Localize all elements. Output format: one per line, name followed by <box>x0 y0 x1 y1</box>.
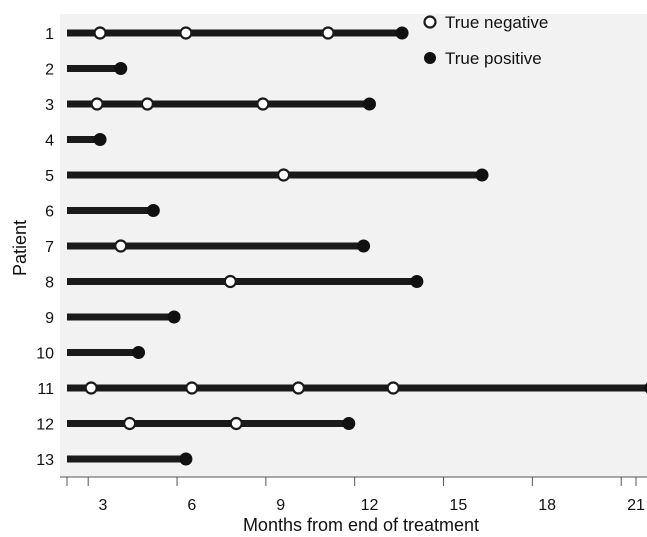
x-tick-label-6: 6 <box>187 497 196 514</box>
true-negative-marker-1-3 <box>321 26 335 40</box>
true-negative-marker-11-2 <box>185 381 199 395</box>
legend-true-negative-marker <box>423 15 437 29</box>
true-positive-marker-7-1 <box>357 239 371 253</box>
legend-true-negative-label: True negative <box>445 13 548 32</box>
y-tick-label-11: 11 <box>37 381 54 398</box>
true-negative-marker-7-1 <box>114 239 128 253</box>
y-tick-label-7: 7 <box>45 239 54 256</box>
x-axis-title: Months from end of treatment <box>243 515 479 535</box>
y-tick-label-9: 9 <box>45 310 54 327</box>
x-tick-label-15: 15 <box>449 497 467 514</box>
patient-lines <box>67 29 647 463</box>
y-tick-label-5: 5 <box>45 168 54 185</box>
y-tick-label-13: 13 <box>36 452 54 469</box>
y-tick-label-3: 3 <box>45 97 54 114</box>
x-tick-label-3: 3 <box>99 497 108 514</box>
y-tick-label-2: 2 <box>45 62 54 79</box>
true-negative-marker-5-1 <box>277 168 291 182</box>
x-axis-ticks: 3 6 9 12 15 18 21 <box>66 477 645 514</box>
true-positive-marker-12-1 <box>342 417 356 430</box>
true-positive-marker-6-1 <box>146 204 160 217</box>
true-negative-marker-11-3 <box>291 381 306 395</box>
true-positive-marker-4-1 <box>93 133 107 146</box>
true-positive-marker-8-1 <box>410 275 424 288</box>
true-negative-marker-8-1 <box>223 274 237 289</box>
true-positive-marker-9-1 <box>167 310 181 324</box>
x-tick-label-18: 18 <box>538 497 556 514</box>
true-positive-marker-5-1 <box>475 168 489 182</box>
legend-true-positive-label: True positive <box>445 49 542 68</box>
true-negative-marker-3-2 <box>140 97 155 111</box>
true-positive-marker-2-1 <box>114 62 128 75</box>
y-tick-label-6: 6 <box>45 204 54 221</box>
markers <box>84 26 647 466</box>
true-negative-marker-1-2 <box>179 26 193 40</box>
true-negative-marker-12-2 <box>229 416 243 431</box>
true-negative-marker-12-1 <box>123 416 137 431</box>
x-tick-label-21: 21 <box>627 497 645 514</box>
true-negative-marker-3-1 <box>90 97 104 111</box>
true-negative-marker-1-1 <box>93 26 107 40</box>
x-tick-label-9: 9 <box>276 497 285 514</box>
true-negative-marker-11-4 <box>386 381 400 395</box>
legend: True negative True positive <box>423 13 548 68</box>
y-tick-label-1: 1 <box>45 26 54 43</box>
y-tick-label-12: 12 <box>36 417 54 434</box>
true-negative-marker-3-3 <box>256 97 270 111</box>
legend-true-positive-marker <box>424 52 436 64</box>
true-positive-marker-1-1 <box>395 26 409 40</box>
true-positive-marker-13-1 <box>179 452 193 466</box>
y-axis-title: Patient <box>10 220 30 276</box>
y-tick-label-8: 8 <box>45 275 54 292</box>
true-positive-marker-11-1 <box>644 382 647 394</box>
true-positive-marker-3-1 <box>363 97 376 111</box>
y-tick-label-10: 10 <box>36 346 54 363</box>
true-negative-marker-11-1 <box>84 381 98 395</box>
true-positive-marker-10-1 <box>132 346 146 359</box>
y-tick-label-4: 4 <box>45 133 54 150</box>
x-tick-label-12: 12 <box>361 497 379 514</box>
